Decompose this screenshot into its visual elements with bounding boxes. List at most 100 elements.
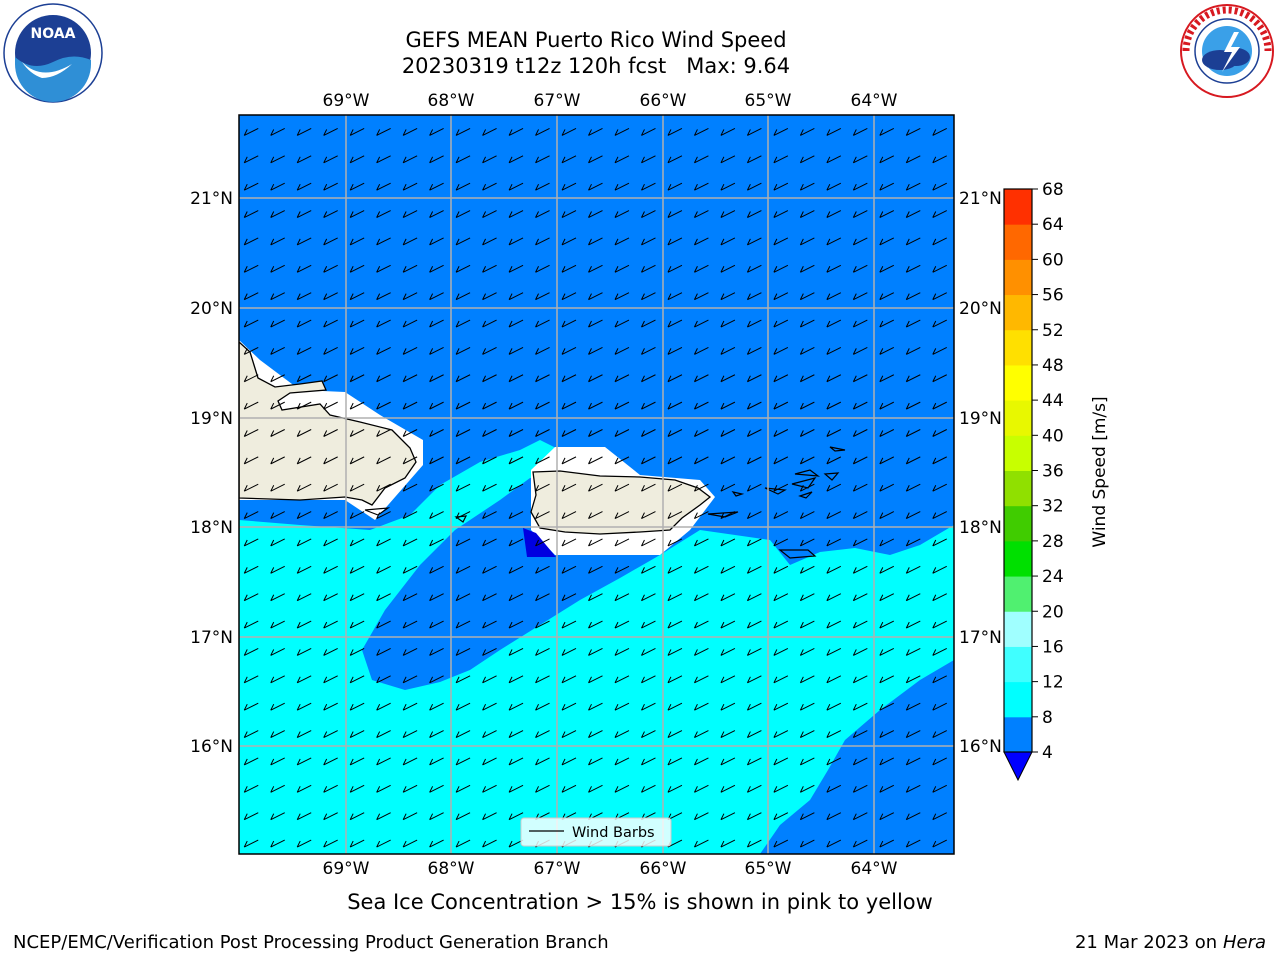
wind-barb (905, 593, 921, 602)
wind-barb (799, 511, 815, 520)
wind-barb (588, 401, 603, 410)
wind-barb (588, 264, 603, 273)
wind-barb (746, 319, 762, 328)
wind-barb (826, 784, 842, 793)
wind-barb (535, 593, 550, 602)
lat-label: 18°N (959, 518, 1002, 538)
wind-barb (376, 346, 391, 355)
wind-barb (376, 483, 391, 492)
lat-label: 20°N (959, 299, 1002, 319)
wind-barb (482, 839, 497, 848)
wind-barb (508, 784, 524, 793)
wind-barb (773, 565, 789, 574)
wind-barb (535, 675, 550, 684)
wind-barb (667, 757, 683, 766)
wind-barb (932, 292, 947, 301)
colorbar-band (1004, 400, 1032, 436)
wind-barb (879, 264, 895, 273)
wind-barb (402, 702, 418, 711)
wind-barb (773, 429, 789, 437)
wind-barb (535, 565, 550, 574)
wind-barb (614, 784, 630, 793)
wind-barb (270, 757, 285, 766)
wind-barb (879, 456, 895, 465)
wind-barb (508, 757, 524, 766)
wind-barb (746, 702, 762, 711)
colorbar-tick-label: 20 (1042, 602, 1064, 622)
lon-labels-top: 69°W 68°W 67°W 66°W 65°W 64°W (323, 91, 898, 111)
wind-barb (614, 429, 630, 437)
wind-barb (455, 155, 471, 164)
wind-barb (852, 702, 868, 711)
wind-barb (614, 456, 630, 465)
wind-barb (932, 620, 947, 629)
wind-barb (852, 757, 868, 766)
wind-barb (641, 784, 656, 793)
wind-barb (270, 730, 285, 739)
wind-barb (270, 675, 285, 684)
wind-barb (455, 812, 471, 821)
wind-barb (323, 346, 338, 355)
wind-barb (349, 292, 365, 301)
wind-barb (879, 839, 895, 848)
wind-barb (720, 593, 736, 602)
wind-barb (693, 839, 709, 848)
wind-barb (482, 155, 497, 164)
wind-barb (773, 784, 789, 793)
wind-barb (852, 784, 868, 793)
wind-barb (402, 210, 418, 218)
wind-barb (535, 237, 550, 246)
wind-barb (667, 483, 683, 492)
wind-barb (508, 155, 524, 164)
wind-barb (429, 784, 444, 793)
wind-barb (720, 401, 736, 410)
wind-barb (852, 429, 868, 437)
wind-barb (429, 319, 444, 328)
wind-barb (932, 374, 947, 383)
wind-barb (746, 182, 762, 191)
wind-barb (905, 648, 921, 656)
wind-barb (376, 264, 391, 273)
wind-barb (720, 237, 736, 246)
wind-barb (402, 839, 418, 848)
wind-barb (905, 155, 921, 164)
wind-barb (508, 429, 524, 437)
wind-barb (561, 319, 577, 328)
wind-barb (402, 182, 418, 191)
wind-barb (349, 456, 365, 465)
wind-barb (376, 456, 391, 465)
wind-barb (323, 127, 338, 136)
wind-barb (746, 730, 762, 739)
wind-barb (773, 593, 789, 602)
wind-barb (693, 182, 709, 191)
wind-barb (508, 483, 524, 492)
wind-barb (349, 237, 365, 246)
wind-barb (508, 292, 524, 301)
colorbar-band (1004, 611, 1032, 647)
wind-barb (455, 565, 471, 574)
wind-barb (588, 127, 603, 136)
wind-barb (508, 346, 524, 355)
wind-barb (296, 511, 312, 520)
wind-barb (270, 237, 285, 246)
wind-barb (376, 429, 391, 437)
wind-barb (588, 155, 603, 164)
wind-barb (693, 374, 709, 383)
wind-barb (482, 565, 497, 574)
wind-barb (508, 401, 524, 410)
wind-barb (455, 182, 471, 191)
wind-barb (402, 319, 418, 328)
wind-barb (720, 784, 736, 793)
wind-barb (243, 483, 259, 492)
wind-barb (455, 511, 471, 520)
wind-barb (588, 730, 603, 739)
wind-barb (588, 346, 603, 355)
lon-label: 64°W (851, 91, 898, 111)
wind-barb (667, 429, 683, 437)
wind-barb (535, 210, 550, 218)
lon-labels-bottom: 69°W 68°W 67°W 66°W 65°W 64°W (323, 859, 898, 879)
wind-barb (270, 456, 285, 465)
footer-host: Hera (1222, 932, 1266, 953)
wind-barb (296, 292, 312, 301)
wind-barb (349, 182, 365, 191)
